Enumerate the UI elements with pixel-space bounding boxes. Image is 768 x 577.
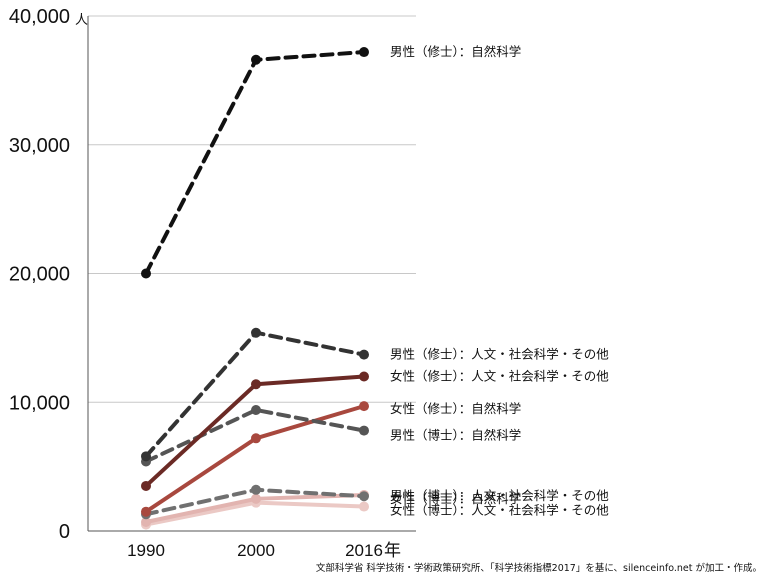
y-tick-label: 20,000: [9, 264, 70, 286]
data-point: [359, 47, 369, 58]
x-tick-labels: 1990 2000 2016 年: [127, 541, 401, 560]
x-tick-label: 2016: [345, 541, 383, 560]
x-tick-label: 2000: [237, 541, 275, 560]
data-point: [359, 491, 369, 502]
data-point: [359, 401, 369, 412]
data-point: [359, 371, 369, 382]
series-line: [144, 407, 366, 464]
data-point: [251, 327, 261, 338]
y-unit-label: 人: [75, 13, 88, 28]
data-point: [251, 404, 261, 415]
y-tick-label: 40,000: [9, 6, 70, 28]
data-point: [141, 506, 151, 517]
y-tick-label: 0: [59, 521, 70, 543]
data-point: [359, 425, 369, 436]
series-line: [144, 50, 366, 276]
series-label: 女性（修士）：自然科学: [390, 401, 521, 416]
x-unit-suffix: 年: [384, 541, 401, 560]
series-label: 男性（修士）：人文・社会科学・その他: [390, 347, 609, 362]
series-label: 女性（博士）：自然科学: [390, 491, 521, 506]
data-point: [251, 433, 261, 444]
series-line: [144, 374, 366, 488]
y-tick-labels: 0 10,000 20,000 30,000 40,000: [9, 6, 70, 543]
series-label: 女性（修士）：人文・社会科学・その他: [390, 369, 609, 384]
x-tick-label: 1990: [127, 541, 165, 560]
data-point: [251, 54, 261, 65]
grid-lines: [88, 15, 416, 532]
data-point: [141, 516, 151, 527]
data-point: [251, 493, 261, 504]
series-1: [141, 327, 369, 462]
series-2: [141, 371, 369, 491]
data-point: [251, 379, 261, 390]
data-point: [141, 268, 151, 279]
data-point: [251, 484, 261, 495]
series-label: 男性（博士）：自然科学: [390, 428, 521, 443]
data-point: [141, 451, 151, 462]
series-label: 男性（修士）：自然科学: [390, 44, 521, 59]
source-note: 文部科学省 科学技術・学術政策研究所、「科学技術指標2017」を基に、silen…: [316, 562, 762, 574]
data-point: [359, 349, 369, 360]
data-point: [359, 501, 369, 512]
series-group: [141, 47, 369, 530]
series-labels: 男性（修士）：自然科学男性（修士）：人文・社会科学・その他女性（修士）：人文・社…: [390, 44, 609, 517]
series-label: 女性（博士）：人文・社会科学・その他: [390, 503, 609, 518]
axes: [87, 16, 416, 532]
y-tick-label: 10,000: [9, 392, 70, 414]
series-3: [141, 401, 369, 517]
y-tick-label: 30,000: [9, 135, 70, 157]
series-0: [141, 47, 369, 279]
series-label: 男性（博士）：人文・社会科学・その他: [390, 488, 609, 503]
data-point: [141, 480, 151, 491]
